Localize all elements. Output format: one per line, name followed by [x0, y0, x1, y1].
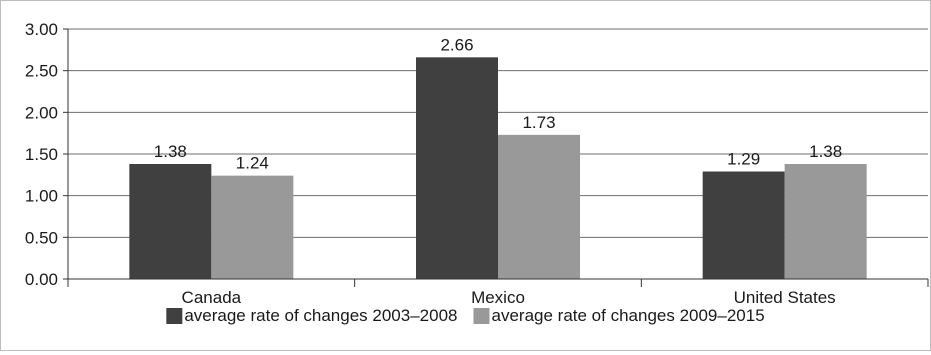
data-label: 1.73	[522, 113, 555, 132]
legend-item: average rate of changes 2009–2015	[473, 306, 765, 325]
bar-united-states-series-1	[702, 171, 785, 279]
data-label: 1.24	[236, 154, 269, 173]
legend-item: average rate of changes 2003–2008	[166, 306, 458, 325]
y-tick-label: 3.00	[25, 20, 58, 39]
axes: 0.00 0.50 1.00 1.50 2.00 2.50 3.00 Canada Mexico…	[25, 20, 929, 307]
data-labels: 1.38 1.24 2.66 1.73 1.29 1.38	[154, 35, 842, 172]
data-label: 2.66	[440, 35, 473, 54]
x-category-label: Canada	[182, 288, 242, 307]
y-tick-label: 0.00	[25, 270, 58, 289]
y-tick-label: 0.50	[25, 228, 58, 247]
bar-united-states-series-2	[784, 164, 867, 279]
data-label: 1.38	[154, 142, 187, 161]
bar-mexico-series-1	[416, 57, 498, 280]
legend: average rate of changes 2003–2008 average…	[166, 306, 765, 325]
legend-label: average rate of changes 2009–2015	[492, 306, 765, 325]
bar-canada-series-2	[211, 175, 294, 279]
data-label: 1.38	[809, 142, 842, 161]
y-tick-label: 1.00	[25, 187, 58, 206]
data-label: 1.29	[727, 150, 760, 169]
x-category-label: Mexico	[471, 288, 525, 307]
legend-label: average rate of changes 2003–2008	[184, 306, 457, 325]
x-category-label: United States	[734, 288, 836, 307]
y-tick-label: 2.00	[25, 103, 58, 122]
y-tick-label: 2.50	[25, 62, 58, 81]
legend-swatch	[473, 308, 490, 324]
legend-swatch	[166, 308, 183, 324]
bar-mexico-series-2	[498, 134, 580, 279]
y-tick-label: 1.50	[25, 145, 58, 164]
bar-canada-series-1	[129, 164, 212, 279]
bars	[129, 57, 867, 280]
